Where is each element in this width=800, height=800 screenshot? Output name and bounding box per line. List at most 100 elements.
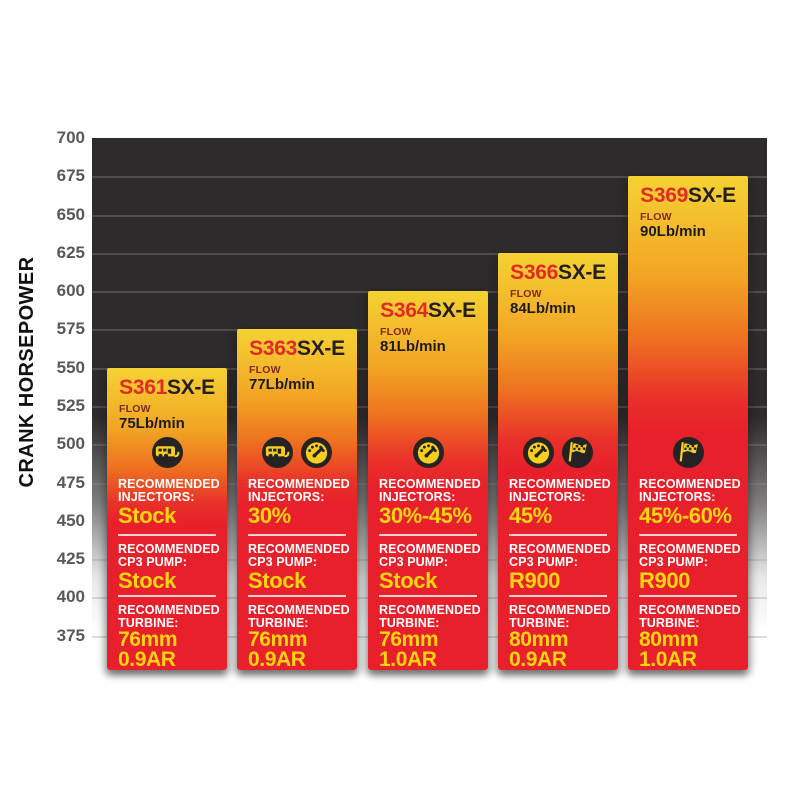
icons-row bbox=[368, 437, 488, 468]
flow-label: FLOW bbox=[119, 403, 151, 416]
flag-icon bbox=[562, 437, 593, 468]
turbine-value: 80mm 1.0AR bbox=[639, 628, 699, 671]
y-tick-label: 675 bbox=[56, 166, 85, 185]
flow-value: 75Lb/min bbox=[119, 415, 185, 433]
bar-header: S366SX-E FLOW 84Lb/min bbox=[498, 253, 618, 317]
cp3-pump-label: RECOMMENDED CP3 PUMP: bbox=[509, 542, 611, 569]
turbine-value: 76mm 0.9AR bbox=[118, 628, 178, 671]
turbine-label: RECOMMENDED TURBINE: bbox=[639, 603, 741, 630]
y-tick-label: 375 bbox=[56, 626, 85, 645]
bar-specs: RECOMMENDED INJECTORS: 30% RECOMMENDED CP3… bbox=[237, 437, 357, 670]
bar-specs: RECOMMENDED INJECTORS: Stock RECOMMENDED C… bbox=[107, 437, 227, 670]
cp3-pump-value: R900 bbox=[509, 568, 560, 593]
turbine-label: RECOMMENDED TURBINE: bbox=[248, 603, 350, 630]
divider bbox=[379, 595, 477, 597]
divider bbox=[639, 534, 737, 536]
cp3-pump-label: RECOMMENDED CP3 PUMP: bbox=[639, 542, 741, 569]
model-label: S363SX-E bbox=[237, 337, 357, 360]
flow-label: FLOW bbox=[510, 288, 542, 301]
model-label: S366SX-E bbox=[498, 261, 618, 284]
turbine-label: RECOMMENDED TURBINE: bbox=[118, 603, 220, 630]
turbine-label: RECOMMENDED TURBINE: bbox=[379, 603, 481, 630]
model-label: S369SX-E bbox=[628, 184, 748, 207]
y-tick-label: 425 bbox=[56, 549, 85, 568]
rv-icon bbox=[262, 437, 293, 468]
bar-s364sx-e: S364SX-E FLOW 81Lb/min RECOMMENDED INJECT… bbox=[368, 291, 488, 670]
cp3-pump-value: Stock bbox=[248, 568, 306, 593]
model-number: S369 bbox=[640, 184, 689, 207]
icons-row bbox=[237, 437, 357, 468]
y-tick-label: 650 bbox=[56, 205, 85, 224]
gridline bbox=[92, 176, 767, 178]
y-tick-label: 600 bbox=[56, 281, 85, 300]
injectors-value: 30% bbox=[248, 503, 291, 528]
injectors-value: 45% bbox=[509, 503, 552, 528]
model-number: S361 bbox=[119, 376, 168, 399]
divider bbox=[639, 595, 737, 597]
y-tick-label: 700 bbox=[56, 128, 85, 147]
cp3-pump-label: RECOMMENDED CP3 PUMP: bbox=[248, 542, 350, 569]
model-number: S363 bbox=[249, 337, 298, 360]
y-tick-label: 400 bbox=[56, 587, 85, 606]
rv-icon bbox=[152, 437, 183, 468]
flow-label: FLOW bbox=[640, 211, 672, 224]
bar-s363sx-e: S363SX-E FLOW 77Lb/min RECOMMENDED INJECT… bbox=[237, 329, 357, 670]
bar-s369sx-e: S369SX-E FLOW 90Lb/min RECOMMENDED INJECT… bbox=[628, 176, 748, 670]
injectors-label: RECOMMENDED INJECTORS: bbox=[379, 477, 481, 504]
plot-area: S361SX-E FLOW 75Lb/min RECOMMENDED INJECT… bbox=[92, 138, 767, 674]
injectors-value: 30%-45% bbox=[379, 503, 472, 528]
y-tick-label: 450 bbox=[56, 511, 85, 530]
turbine-value: 76mm 0.9AR bbox=[248, 628, 308, 671]
icons-row bbox=[498, 437, 618, 468]
flow-label: FLOW bbox=[249, 364, 281, 377]
turbine-value: 80mm 0.9AR bbox=[509, 628, 569, 671]
flag-icon bbox=[673, 437, 704, 468]
y-tick-label: 500 bbox=[56, 434, 85, 453]
divider bbox=[248, 595, 346, 597]
divider bbox=[248, 534, 346, 536]
y-tick-label: 625 bbox=[56, 243, 85, 262]
y-tick-label: 575 bbox=[56, 319, 85, 338]
divider bbox=[118, 534, 216, 536]
flow-value: 90Lb/min bbox=[640, 223, 706, 241]
bar-header: S363SX-E FLOW 77Lb/min bbox=[237, 329, 357, 393]
cp3-pump-label: RECOMMENDED CP3 PUMP: bbox=[379, 542, 481, 569]
bar-specs: RECOMMENDED INJECTORS: 45%-60% RECOMMENDE… bbox=[628, 437, 748, 670]
bar-header: S369SX-E FLOW 90Lb/min bbox=[628, 176, 748, 240]
model-number: S364 bbox=[380, 299, 429, 322]
model-series: SX-E bbox=[297, 337, 345, 360]
cp3-pump-value: R900 bbox=[639, 568, 690, 593]
bar-header: S364SX-E FLOW 81Lb/min bbox=[368, 291, 488, 355]
gridline bbox=[92, 253, 767, 255]
injectors-label: RECOMMENDED INJECTORS: bbox=[248, 477, 350, 504]
flow-value: 84Lb/min bbox=[510, 300, 576, 318]
model-number: S366 bbox=[510, 261, 559, 284]
y-tick-label: 475 bbox=[56, 473, 85, 492]
flow-value: 77Lb/min bbox=[249, 376, 315, 394]
y-tick-label: 525 bbox=[56, 396, 85, 415]
model-series: SX-E bbox=[688, 184, 736, 207]
gridline bbox=[92, 215, 767, 217]
y-tick-label: 550 bbox=[56, 358, 85, 377]
turbine-label: RECOMMENDED TURBINE: bbox=[509, 603, 611, 630]
cp3-pump-value: Stock bbox=[379, 568, 437, 593]
bar-specs: RECOMMENDED INJECTORS: 30%-45% RECOMMENDE… bbox=[368, 437, 488, 670]
divider bbox=[509, 534, 607, 536]
bar-s361sx-e: S361SX-E FLOW 75Lb/min RECOMMENDED INJECT… bbox=[107, 368, 227, 670]
cp3-pump-value: Stock bbox=[118, 568, 176, 593]
gauge-icon bbox=[523, 437, 554, 468]
bar-s366sx-e: S366SX-E FLOW 84Lb/min RECOMMENDED INJECT… bbox=[498, 253, 618, 670]
icons-row bbox=[107, 437, 227, 468]
flow-value: 81Lb/min bbox=[380, 338, 446, 356]
injectors-label: RECOMMENDED INJECTORS: bbox=[639, 477, 741, 504]
icons-row bbox=[628, 437, 748, 468]
gauge-icon bbox=[413, 437, 444, 468]
cp3-pump-label: RECOMMENDED CP3 PUMP: bbox=[118, 542, 220, 569]
model-label: S364SX-E bbox=[368, 299, 488, 322]
bar-header: S361SX-E FLOW 75Lb/min bbox=[107, 368, 227, 432]
model-series: SX-E bbox=[558, 261, 606, 284]
injectors-label: RECOMMENDED INJECTORS: bbox=[118, 477, 220, 504]
turbine-value: 76mm 1.0AR bbox=[379, 628, 439, 671]
divider bbox=[118, 595, 216, 597]
